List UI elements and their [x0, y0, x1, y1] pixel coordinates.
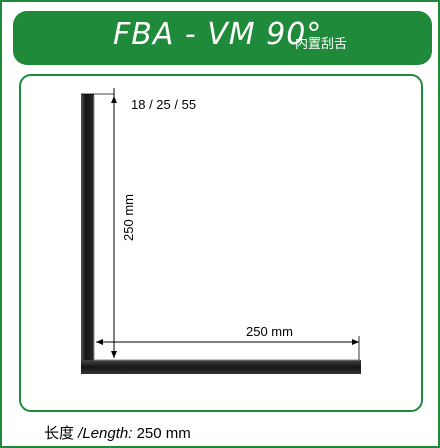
width-label: 250 mm	[246, 324, 293, 339]
thickness-label: 18 / 25 / 55	[131, 97, 197, 112]
height-label: 250 mm	[120, 194, 136, 241]
length-label-en: /Length:	[74, 425, 133, 442]
profile-vertical-leg	[81, 94, 94, 374]
length-label-cn: 长度	[44, 425, 75, 442]
profile-horizontal-leg	[81, 360, 361, 374]
length-caption: 长度 /Length: 250 mm	[44, 422, 191, 443]
header-bar: FBA - VM 90° 内置刮舌	[13, 11, 432, 65]
length-value: 250 mm	[132, 425, 191, 442]
profile-drawing	[81, 88, 361, 374]
model-title: FBA - VM 90°	[113, 17, 323, 52]
model-subtitle: 内置刮舌	[295, 36, 348, 51]
